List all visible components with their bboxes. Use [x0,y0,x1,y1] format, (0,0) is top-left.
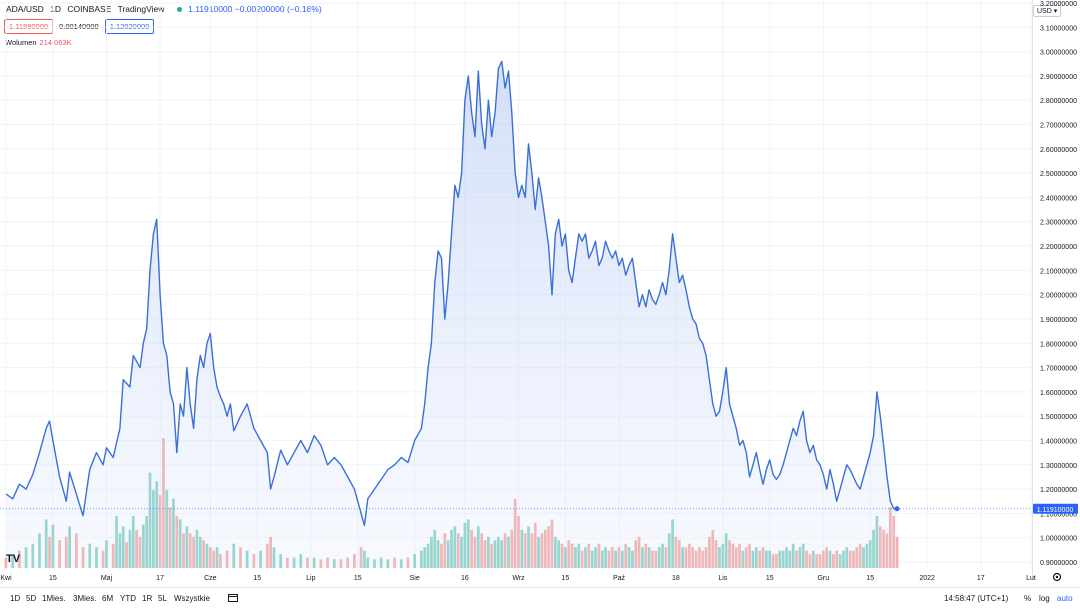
price-area-fill [6,61,897,569]
time-axis-label: 15 [49,575,57,582]
volume-label: Wolumen [5,38,37,47]
price-axis-label: 1.30000000 [1040,463,1077,470]
price-change: 1.11910000 −0.00200000 (−0.18%) [188,4,322,14]
volume-bar [895,536,899,568]
price-axis-label: 1.40000000 [1040,438,1077,445]
price-axis-label: 1.80000000 [1040,341,1077,348]
time-axis-label: Gru [817,575,829,582]
time-axis-label: 17 [977,575,985,582]
clock-label: 14:58:47 (UTC+1) [944,594,1009,603]
calendar-icon[interactable] [228,593,238,602]
price-axis-label: 2.20000000 [1040,244,1077,251]
price-chart[interactable]: 3.20000000 3.10000000 3.00000000 2.90000000… [0,0,1080,586]
price-axis-label: 1.60000000 [1040,390,1077,397]
time-axis-label: Cze [204,575,217,582]
time-axis-label: Lip [306,575,315,582]
bottom-toolbar: 1D 5D 1Mies. 3Mies. 6M YTD 1R 5L Wszystk… [0,587,1080,609]
last-price-dot [894,506,900,512]
price-line [5,60,898,527]
time-axis-label: 15 [866,575,874,582]
log-toggle[interactable]: log [1039,594,1050,603]
price-axis-label: 1.00000000 [1040,536,1077,543]
price-axis-label: 2.50000000 [1040,171,1077,178]
last-price-tag-label: 1.11910000 [1037,507,1074,514]
svg-text:TV: TV [6,553,21,565]
time-axis-label: Paź [613,575,626,582]
price-axis-label: 1.50000000 [1040,414,1077,421]
chart-header: ADA/USD 1D COINBASE TradingView 1.119100… [6,4,326,14]
symbol-name[interactable]: ADA/USD [6,4,44,14]
volume-value: 214.063K [39,38,72,47]
time-axis-label: Maj [101,575,113,582]
price-axis-label: 2.70000000 [1040,123,1077,130]
time-axis-label: Kwi [0,575,12,582]
last-price-tag [1033,503,1078,514]
price-axis-label: 2.40000000 [1040,195,1077,202]
range-5y-button[interactable]: 5L [158,594,167,603]
price-axis-label: 1.10000000 [1040,511,1077,518]
market-status-dot-icon [176,7,182,13]
price-axis-divider [1032,0,1033,580]
interval-label[interactable]: 1D [50,4,62,14]
price-axis-label: 2.10000000 [1040,268,1077,275]
time-axis-label: 15 [766,575,774,582]
time-axis-label: 18 [672,575,680,582]
time-axis-label: Wrz [512,575,525,582]
time-axis-label: Lis [718,575,727,582]
price-axis-label: 2.60000000 [1040,147,1077,154]
time-axis-label: 16 [461,575,469,582]
price-axis-label: 3.20000000 [1040,1,1077,8]
range-1y-button[interactable]: 1R [142,594,153,603]
tradingview-logo-icon[interactable]: TV [6,553,21,565]
price-axis-label: 2.30000000 [1040,220,1077,227]
spread-value: 0.00140000 [59,22,99,31]
time-axis-label: 17 [156,575,164,582]
price-axis-label: 2.00000000 [1040,293,1077,300]
last-price-marker: 1.11910000 [0,503,1078,514]
range-1m-button[interactable]: 1Mies. [42,594,66,603]
range-ytd-button[interactable]: YTD [120,594,136,603]
range-5d-button[interactable]: 5D [26,594,37,603]
price-axis-label: 2.90000000 [1040,74,1077,81]
price-axis-label: 1.20000000 [1040,487,1077,494]
price-axis-label: 3.00000000 [1040,50,1077,57]
time-axis-label: Sie [410,575,420,582]
price-axis-label: 2.80000000 [1040,98,1077,105]
time-axis-label: 15 [561,575,569,582]
auto-toggle[interactable]: auto [1057,594,1073,603]
volume-legend: Wolumen 214.063K [5,38,72,47]
range-6m-button[interactable]: 6M [102,594,114,603]
time-axis-label: 2022 [919,575,935,582]
price-axis-label: 0.90000000 [1040,560,1077,567]
buy-button[interactable]: 1.12020000 [104,19,155,34]
range-all-button[interactable]: Wszystkie [174,594,210,603]
settings-gear-icon[interactable] [1052,572,1062,582]
currency-button[interactable]: USD ▾ [1033,5,1062,17]
time-axis-label: Lut [1026,575,1036,582]
time-axis[interactable]: Kwi 15 Maj 17 Cze 15 Lip 15 Sie 16 Wrz 15 Paź 18 Lis 15… [0,575,1036,582]
source-label: TradingView [117,4,165,14]
exchange-label: COINBASE [67,4,112,14]
range-1d-button[interactable]: 1D [10,594,21,603]
percent-toggle[interactable]: % [1024,594,1032,603]
bid-ask-row: 1.11880000 0.00140000 1.12020000 [4,19,155,34]
price-axis-label: 1.90000000 [1040,317,1077,324]
time-axis-label: 15 [354,575,362,582]
price-axis-label: 1.70000000 [1040,366,1077,373]
price-axis-label: 3.10000000 [1040,25,1077,32]
range-3m-button[interactable]: 3Mies. [73,594,97,603]
price-axis[interactable]: 3.20000000 3.10000000 3.00000000 2.90000000… [1040,1,1077,567]
time-axis-label: 15 [253,575,261,582]
